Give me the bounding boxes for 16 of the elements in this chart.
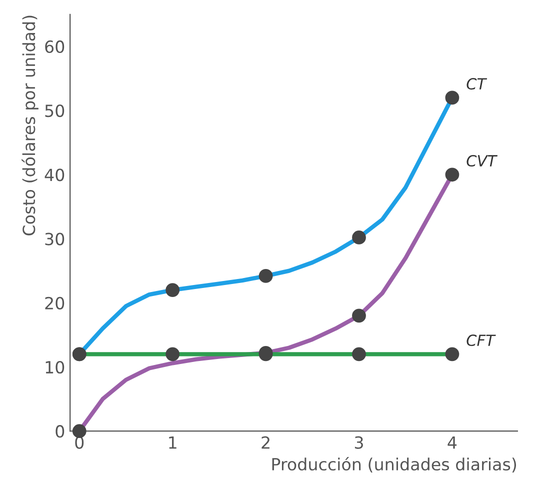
x-tick-label: 2	[262, 436, 270, 449]
y-tick-label: 50	[45, 104, 64, 118]
y-tick-label: 20	[45, 296, 64, 310]
x-tick-label: 3	[354, 436, 363, 449]
y-axis-title: Costo (dólares por unidad)	[22, 16, 38, 236]
y-tick-label: 0	[56, 425, 64, 438]
y-tick-label: 40	[44, 168, 64, 182]
y-tick-label: 30	[45, 232, 64, 246]
x-axis-title: Producción (unidades diarias)	[272, 456, 516, 473]
series-label: CFT	[466, 334, 496, 346]
x-tick-label: 1	[169, 436, 176, 449]
y-tick-label: 60	[45, 40, 64, 53]
series-label: CVT	[466, 154, 498, 167]
y-tick-label: 10	[46, 360, 64, 374]
series-label: CT	[466, 78, 488, 90]
x-tick-label: 4	[448, 436, 457, 449]
